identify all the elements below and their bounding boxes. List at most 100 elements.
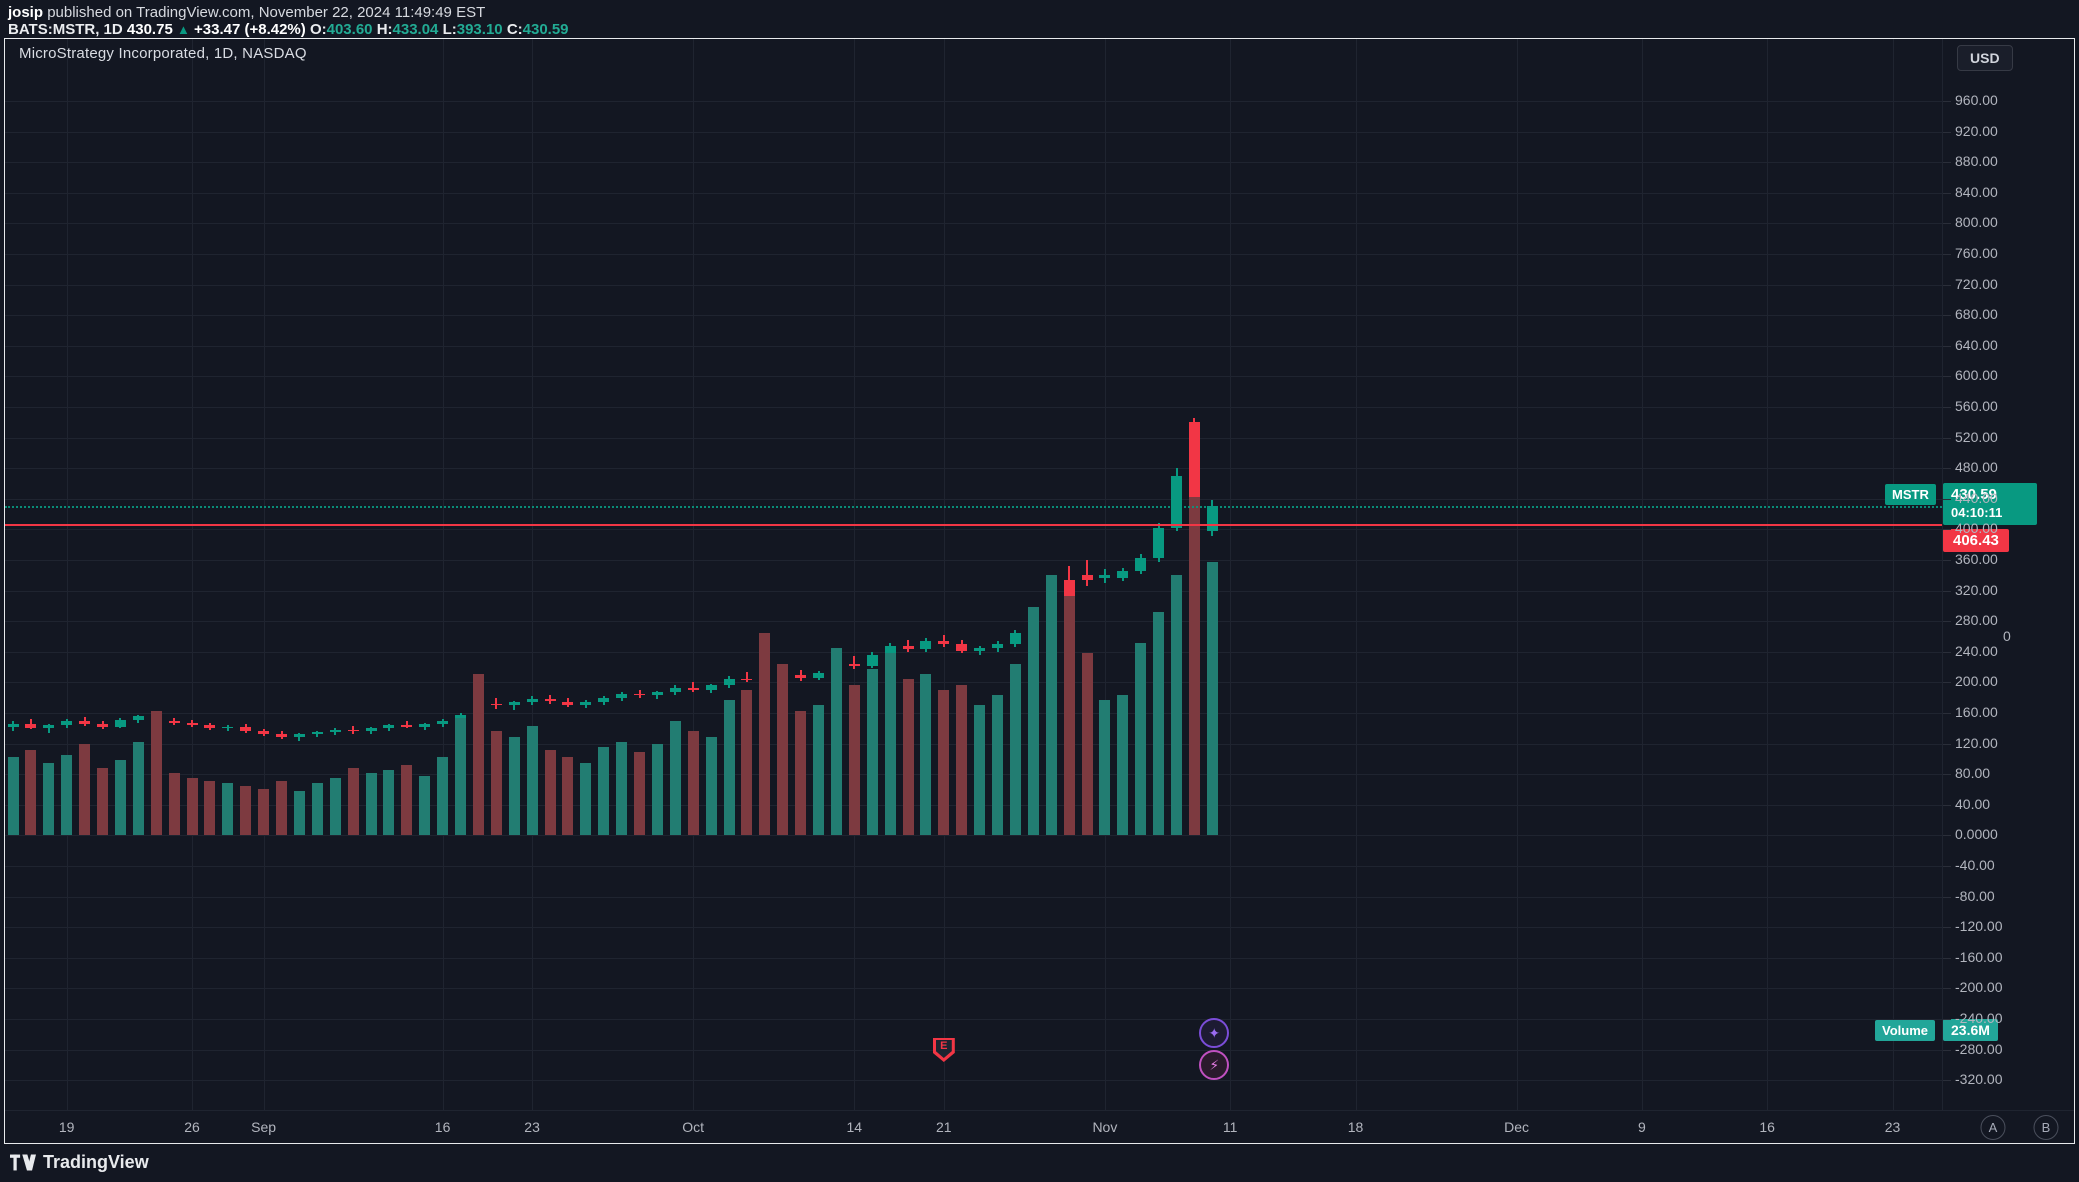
volume-bar (204, 780, 216, 836)
gridline-horizontal (5, 713, 1942, 714)
candle-body (276, 734, 287, 737)
candlestick (204, 722, 216, 730)
volume-bar (1153, 611, 1165, 836)
price-axis-label: 680.00 (1955, 306, 1998, 323)
candle-body (902, 645, 914, 649)
candle-body (884, 645, 896, 655)
time-axis-label: 14 (846, 1119, 863, 1135)
change-absolute: +33.47 (194, 21, 241, 38)
price-axis-tick (1943, 345, 1951, 347)
sparkle-icon[interactable]: ✦ (1199, 1018, 1230, 1048)
last-price: 430.75 (126, 21, 173, 38)
price-axis-tick (1943, 131, 1951, 133)
candle-body (240, 726, 252, 732)
floating-zero-label: 0 (2003, 627, 2011, 644)
candle-body (598, 697, 610, 703)
price-axis-label: -40.00 (1955, 857, 1995, 873)
chart-legend[interactable]: MicroStrategy Incorporated, 1D, NASDAQ (19, 45, 307, 62)
price-axis-tick (1943, 651, 1951, 653)
price-axis-tick (1943, 162, 1951, 164)
price-axis-label: 160.00 (1955, 704, 1998, 720)
time-axis-button-b[interactable]: B (2033, 1115, 2059, 1140)
candle-wick (495, 697, 498, 710)
candlestick (490, 697, 502, 710)
time-axis-button-a[interactable]: A (1980, 1115, 2006, 1140)
gridline-vertical (442, 39, 444, 1110)
volume-bar (43, 762, 55, 836)
ohlc-line: BATS:MSTR, 1D 430.75 ▲ +33.47 (+8.42%) O… (8, 21, 569, 38)
price-axis-tick (1943, 835, 1951, 837)
gridline-vertical (532, 39, 534, 1110)
publish-header: josip published on TradingView.com, Nove… (0, 0, 2079, 38)
candle-body (634, 693, 645, 696)
price-axis-tick (1943, 192, 1951, 194)
last-price-badge: 430.59 04:10:11 (1943, 482, 2037, 525)
volume-bar (240, 786, 252, 836)
price-axis-tick (1943, 223, 1951, 225)
volume-bar (383, 770, 395, 836)
time-axis-label: Nov (1092, 1119, 1118, 1135)
candlestick (1188, 418, 1200, 541)
price-axis-label: 760.00 (1955, 245, 1998, 261)
candlestick (168, 717, 180, 726)
lightning-bolt-icon[interactable]: ⚡ (1199, 1050, 1230, 1080)
price-axis-label: 40.00 (1955, 795, 1991, 812)
candlestick (1153, 523, 1165, 562)
currency-badge[interactable]: USD (1957, 45, 2013, 71)
price-axis-label: -320.00 (1955, 1071, 2003, 1088)
chart-plot-area[interactable]: MicroStrategy Incorporated, 1D, NASDAQ E… (5, 39, 1942, 1110)
volume-bar (311, 783, 323, 836)
volume-bar (1063, 596, 1075, 836)
price-axis-label: -240.00 (1955, 1010, 2003, 1026)
candle-body (1188, 422, 1200, 531)
volume-bar (634, 752, 645, 836)
gridline-horizontal (5, 560, 1942, 561)
chart-frame: MicroStrategy Incorporated, 1D, NASDAQ E… (4, 38, 2075, 1144)
volume-bar (150, 710, 162, 836)
gridline-horizontal (5, 988, 1942, 990)
price-axis-tick (1943, 376, 1951, 378)
gridline-horizontal (5, 1019, 1942, 1020)
gridline-vertical (1767, 39, 1769, 1110)
volume-bar (472, 674, 484, 836)
gridline-vertical (854, 39, 856, 1110)
candle-body (544, 699, 556, 702)
candle-body (419, 724, 431, 727)
candlestick (293, 732, 305, 741)
candlestick (992, 641, 1003, 652)
candlestick (401, 720, 413, 729)
earnings-marker-icon[interactable]: E (932, 1038, 955, 1062)
time-axis[interactable]: 19 26 Sep 16 23 Oct 14 21 Nov 11 18 Dec 9 16 23 2025 A B (5, 1110, 2074, 1143)
price-axis[interactable]: USD 0 MSTR 430.59 04:10:11 406.43 Volume… (1875, 39, 2074, 1110)
candlestick (544, 694, 556, 704)
candle-body (132, 716, 144, 720)
volume-tag: Volume (1875, 1020, 1935, 1042)
volume-bar (329, 778, 341, 836)
gridline-vertical (263, 39, 265, 1110)
gridline-horizontal (5, 804, 1942, 806)
candle-body (687, 687, 699, 691)
volume-bar (651, 744, 663, 836)
gridline-horizontal (5, 254, 1942, 255)
candle-body (455, 714, 466, 721)
candle-body (293, 734, 305, 737)
price-axis-label: 80.00 (1955, 765, 1991, 782)
volume-bar (938, 689, 950, 836)
candle-body (795, 674, 807, 678)
volume-bar (1045, 575, 1057, 836)
candlestick (956, 639, 968, 654)
candle-wick (692, 682, 695, 692)
price-axis-label: 360.00 (1955, 551, 1998, 567)
price-axis-tick (1943, 713, 1951, 714)
volume-bar (830, 648, 842, 836)
candle-body (920, 641, 932, 649)
change-percent: (+8.42%) (244, 21, 306, 38)
volume-bar (1206, 562, 1218, 836)
candle-body (347, 729, 359, 732)
gridline-horizontal (5, 927, 1942, 929)
candlestick (1063, 566, 1075, 602)
volume-bar (795, 710, 807, 836)
candle-body (168, 720, 180, 723)
candle-body (61, 720, 73, 726)
volume-bar (365, 773, 377, 836)
